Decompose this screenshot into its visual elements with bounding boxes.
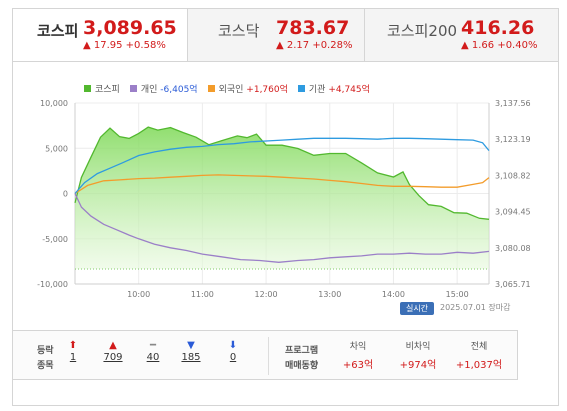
breadth-flat[interactable]: ━ 40: [138, 339, 168, 363]
legend-value: +1,760억: [246, 85, 288, 95]
breadth-count[interactable]: 709: [103, 352, 123, 363]
legend-swatch: [129, 85, 137, 92]
legend-value: -6,405억: [160, 85, 198, 95]
legend-swatch: [207, 85, 215, 92]
flat-icon: ━: [149, 340, 157, 351]
x-tick-label: 14:00: [382, 290, 405, 299]
market-widget: 코스피 3,089.65 ▲ 17.95 +0.58% 코스닥 783.67 ▲…: [12, 8, 559, 406]
program-label-top: 프로그램: [285, 346, 319, 356]
tab-value: 416.26: [461, 17, 535, 39]
legend-item-kospi[interactable]: 코스피: [84, 82, 120, 95]
legend-label: 개인: [140, 85, 158, 95]
program-item-label: 비차익: [405, 342, 431, 352]
tab-change: ▲ 1.66 +0.40%: [461, 40, 538, 51]
status-date: 2025.07.01 장마감: [440, 303, 511, 312]
rise-icon: ▲: [109, 340, 117, 351]
breadth-fall[interactable]: ▼ 185: [176, 339, 206, 363]
tab-value: 783.67: [276, 17, 350, 39]
tab-change: ▲ 2.17 +0.28%: [276, 40, 353, 51]
series-line-개인: [74, 193, 490, 263]
y-right-tick-label: 3,094.45: [495, 208, 531, 217]
breadth-count[interactable]: 40: [146, 352, 160, 363]
tab-change: ▲ 17.95 +0.58%: [83, 40, 166, 51]
program-item-value: +974억: [399, 360, 437, 371]
legend-swatch: [84, 85, 91, 92]
upper-limit-icon: ⬆: [68, 340, 78, 351]
y-right-tick-label: 3,108.82: [495, 171, 531, 180]
y-right-tick-label: 3,123.19: [495, 135, 531, 144]
program-item-value: +63억: [342, 360, 374, 371]
program-item: 전체 +1,037억: [454, 339, 504, 371]
y-right-tick-label: 3,080.08: [495, 244, 531, 253]
breadth-label-bottom: 종목: [37, 361, 54, 371]
lower-limit-icon: ⬇: [228, 340, 238, 351]
program-item-label: 전체: [470, 342, 488, 352]
y-left-tick-label: 0: [63, 190, 68, 199]
x-tick-label: 12:00: [255, 290, 278, 299]
y-left-tick-label: -5,000: [42, 235, 68, 244]
program-item: 차익 +63억: [333, 339, 383, 371]
market-breadth-panel: 등락 종목 ⬆ 1 ▲ 709 ━ 40 ▼ 185 ⬇ 0 프로그램 매매동향 차익 +63억 비차…: [12, 330, 518, 380]
program-item: 비차익 +974억: [393, 339, 443, 371]
tab-value: 3,089.65: [83, 17, 177, 39]
tab-kospi[interactable]: 코스피 3,089.65 ▲ 17.95 +0.58%: [13, 9, 187, 61]
tab-kosdaq[interactable]: 코스닥 783.67 ▲ 2.17 +0.28%: [187, 9, 364, 61]
legend-item-institution[interactable]: 기관 +4,745억: [297, 82, 370, 95]
y-right-tick-label: 3,137.56: [495, 99, 531, 108]
legend-item-individual[interactable]: 개인 -6,405억: [129, 82, 198, 95]
chart-legend: 코스피 개인 -6,405억 외국인 +1,760억 기관 +4,745억: [84, 82, 380, 95]
program-item-value: +1,037억: [455, 360, 503, 371]
tab-name: 코스피200: [387, 22, 458, 40]
breadth-lower-limit[interactable]: ⬇ 0: [218, 339, 248, 363]
y-left-tick-label: -10,000: [37, 280, 68, 289]
series-area-kospi: [75, 127, 489, 269]
realtime-button[interactable]: 실시간: [400, 302, 434, 315]
x-tick-label: 13:00: [318, 290, 341, 299]
tab-name: 코스닥: [218, 22, 260, 40]
legend-swatch: [297, 85, 305, 92]
legend-label: 기관: [308, 85, 326, 95]
program-label-bottom: 매매동향: [285, 361, 319, 371]
y-left-tick-label: 5,000: [45, 144, 68, 153]
index-tabs: 코스피 3,089.65 ▲ 17.95 +0.58% 코스닥 783.67 ▲…: [13, 9, 558, 62]
legend-item-foreign[interactable]: 외국인 +1,760억: [207, 82, 288, 95]
legend-label: 코스피: [95, 85, 120, 95]
legend-label: 외국인: [218, 85, 244, 95]
fall-icon: ▼: [187, 340, 195, 351]
tab-name: 코스피: [37, 22, 79, 40]
y-left-tick-label: 10,000: [40, 99, 68, 108]
breadth-rise[interactable]: ▲ 709: [98, 339, 128, 363]
series-line-기관: [74, 137, 490, 194]
intraday-chart: 10,000 5,000 0 -5,000 -10,000 3,137.56 3,123.1…: [37, 99, 531, 299]
divider: [268, 337, 269, 375]
breadth-label-top: 등락: [37, 346, 54, 356]
y-right-tick-label: 3,065.71: [495, 280, 531, 289]
breadth-count[interactable]: 0: [229, 352, 237, 363]
tab-kospi200[interactable]: 코스피200 416.26 ▲ 1.66 +0.40%: [364, 9, 558, 61]
x-tick-label: 10:00: [127, 290, 150, 299]
breadth-upper-limit[interactable]: ⬆ 1: [58, 339, 88, 363]
series-line-외국인: [74, 174, 490, 195]
legend-value: +4,745억: [328, 85, 370, 95]
program-item-label: 차익: [349, 342, 367, 352]
series-line-코스피: [74, 126, 490, 220]
breadth-count[interactable]: 185: [181, 352, 201, 363]
breadth-count[interactable]: 1: [69, 352, 77, 363]
x-tick-label: 11:00: [191, 290, 214, 299]
x-tick-label: 15:00: [446, 290, 469, 299]
